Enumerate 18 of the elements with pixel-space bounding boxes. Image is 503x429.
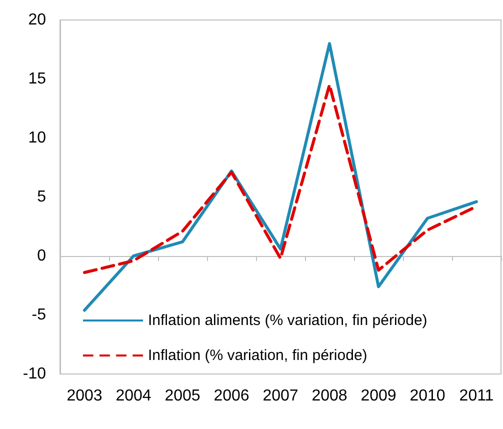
- x-tick-label: 2007: [262, 388, 298, 404]
- y-tick-label: -10: [22, 366, 46, 382]
- x-tick-label: 2009: [360, 388, 396, 404]
- legend-label: Inflation (% variation, fin période): [148, 347, 368, 364]
- x-tick-label: 2005: [164, 388, 200, 404]
- y-tick-label: 5: [37, 188, 46, 206]
- x-tick-label: 2006: [214, 388, 250, 404]
- x-tick-label: 2010: [410, 388, 446, 404]
- y-tick-label: 20: [28, 12, 46, 28]
- legend-label: Inflation aliments (% variation, fin période): [148, 312, 428, 329]
- x-tick-label: 2003: [66, 388, 102, 404]
- y-tick-label: 0: [37, 248, 46, 264]
- y-tick-label: 15: [28, 70, 46, 88]
- x-tick-label: 2008: [312, 388, 348, 404]
- x-tick-label: 2004: [116, 388, 152, 404]
- x-tick-label: 2011: [459, 388, 494, 404]
- y-tick-label: -5: [32, 306, 46, 324]
- y-tick-label: 10: [28, 130, 46, 146]
